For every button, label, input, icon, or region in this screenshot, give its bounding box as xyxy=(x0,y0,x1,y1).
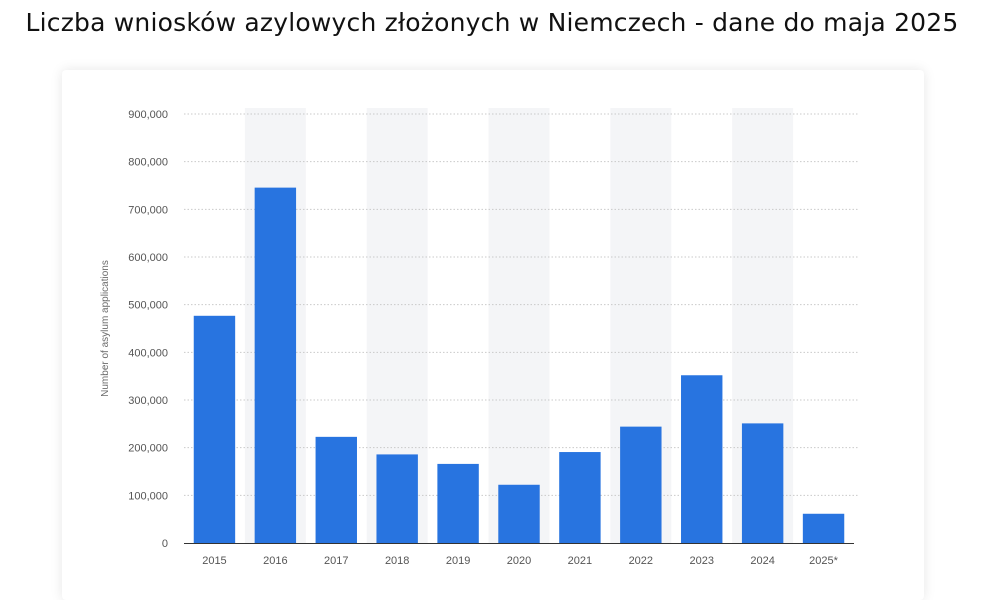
x-tick-labels: 2015 2016 2017 2018 2019 2020 2021 2022 2023 2024… xyxy=(202,555,838,567)
bars xyxy=(193,187,845,544)
x-tick-label: 2017 xyxy=(324,555,348,567)
y-axis-label: Number of asylum applications xyxy=(100,260,111,397)
background-band xyxy=(488,108,550,543)
x-tick-label: 2018 xyxy=(385,555,409,567)
y-tick-label: 0 xyxy=(162,538,168,550)
y-tick-label: 300,000 xyxy=(128,395,168,407)
x-tick-label: 2019 xyxy=(446,555,470,567)
bar-2020 xyxy=(498,484,540,543)
x-tick-label: 2022 xyxy=(629,555,653,567)
bar-chart: 0 100,000 200,000 300,000 400,000 500,000 600,… xyxy=(100,108,858,567)
x-tick-label: 2024 xyxy=(750,555,774,567)
y-tick-label: 800,000 xyxy=(128,157,168,169)
x-tick-label: 2015 xyxy=(202,555,226,567)
bar-2021 xyxy=(559,452,601,543)
y-tick-label: 200,000 xyxy=(128,443,168,455)
page-title: Liczba wniosków azylowych złożonych w Ni… xyxy=(25,8,959,37)
bar-2016 xyxy=(254,187,297,544)
bar-2022 xyxy=(620,426,662,543)
y-tick-labels: 0 100,000 200,000 300,000 400,000 500,000 600,… xyxy=(128,109,168,550)
bar-2023 xyxy=(681,375,723,543)
y-tick-label: 100,000 xyxy=(128,490,168,502)
bar-2025 xyxy=(802,513,845,543)
chart-card: 0 100,000 200,000 300,000 400,000 500,000 600,… xyxy=(62,70,924,600)
y-tick-label: 500,000 xyxy=(128,300,168,312)
y-tick-label: 600,000 xyxy=(128,252,168,264)
y-tick-label: 400,000 xyxy=(128,347,168,359)
bar-2024 xyxy=(741,423,784,543)
x-tick-label: 2020 xyxy=(507,555,531,567)
y-tick-label: 900,000 xyxy=(128,109,168,121)
bar-2018 xyxy=(376,454,418,543)
x-tick-label: 2023 xyxy=(689,555,713,567)
x-tick-label: 2021 xyxy=(568,555,592,567)
bar-2015 xyxy=(193,315,236,543)
x-tick-label: 2025* xyxy=(809,555,838,567)
bar-2019 xyxy=(437,463,479,543)
bar-2017 xyxy=(315,436,357,543)
x-tick-label: 2016 xyxy=(263,555,287,567)
y-tick-label: 700,000 xyxy=(128,204,168,216)
